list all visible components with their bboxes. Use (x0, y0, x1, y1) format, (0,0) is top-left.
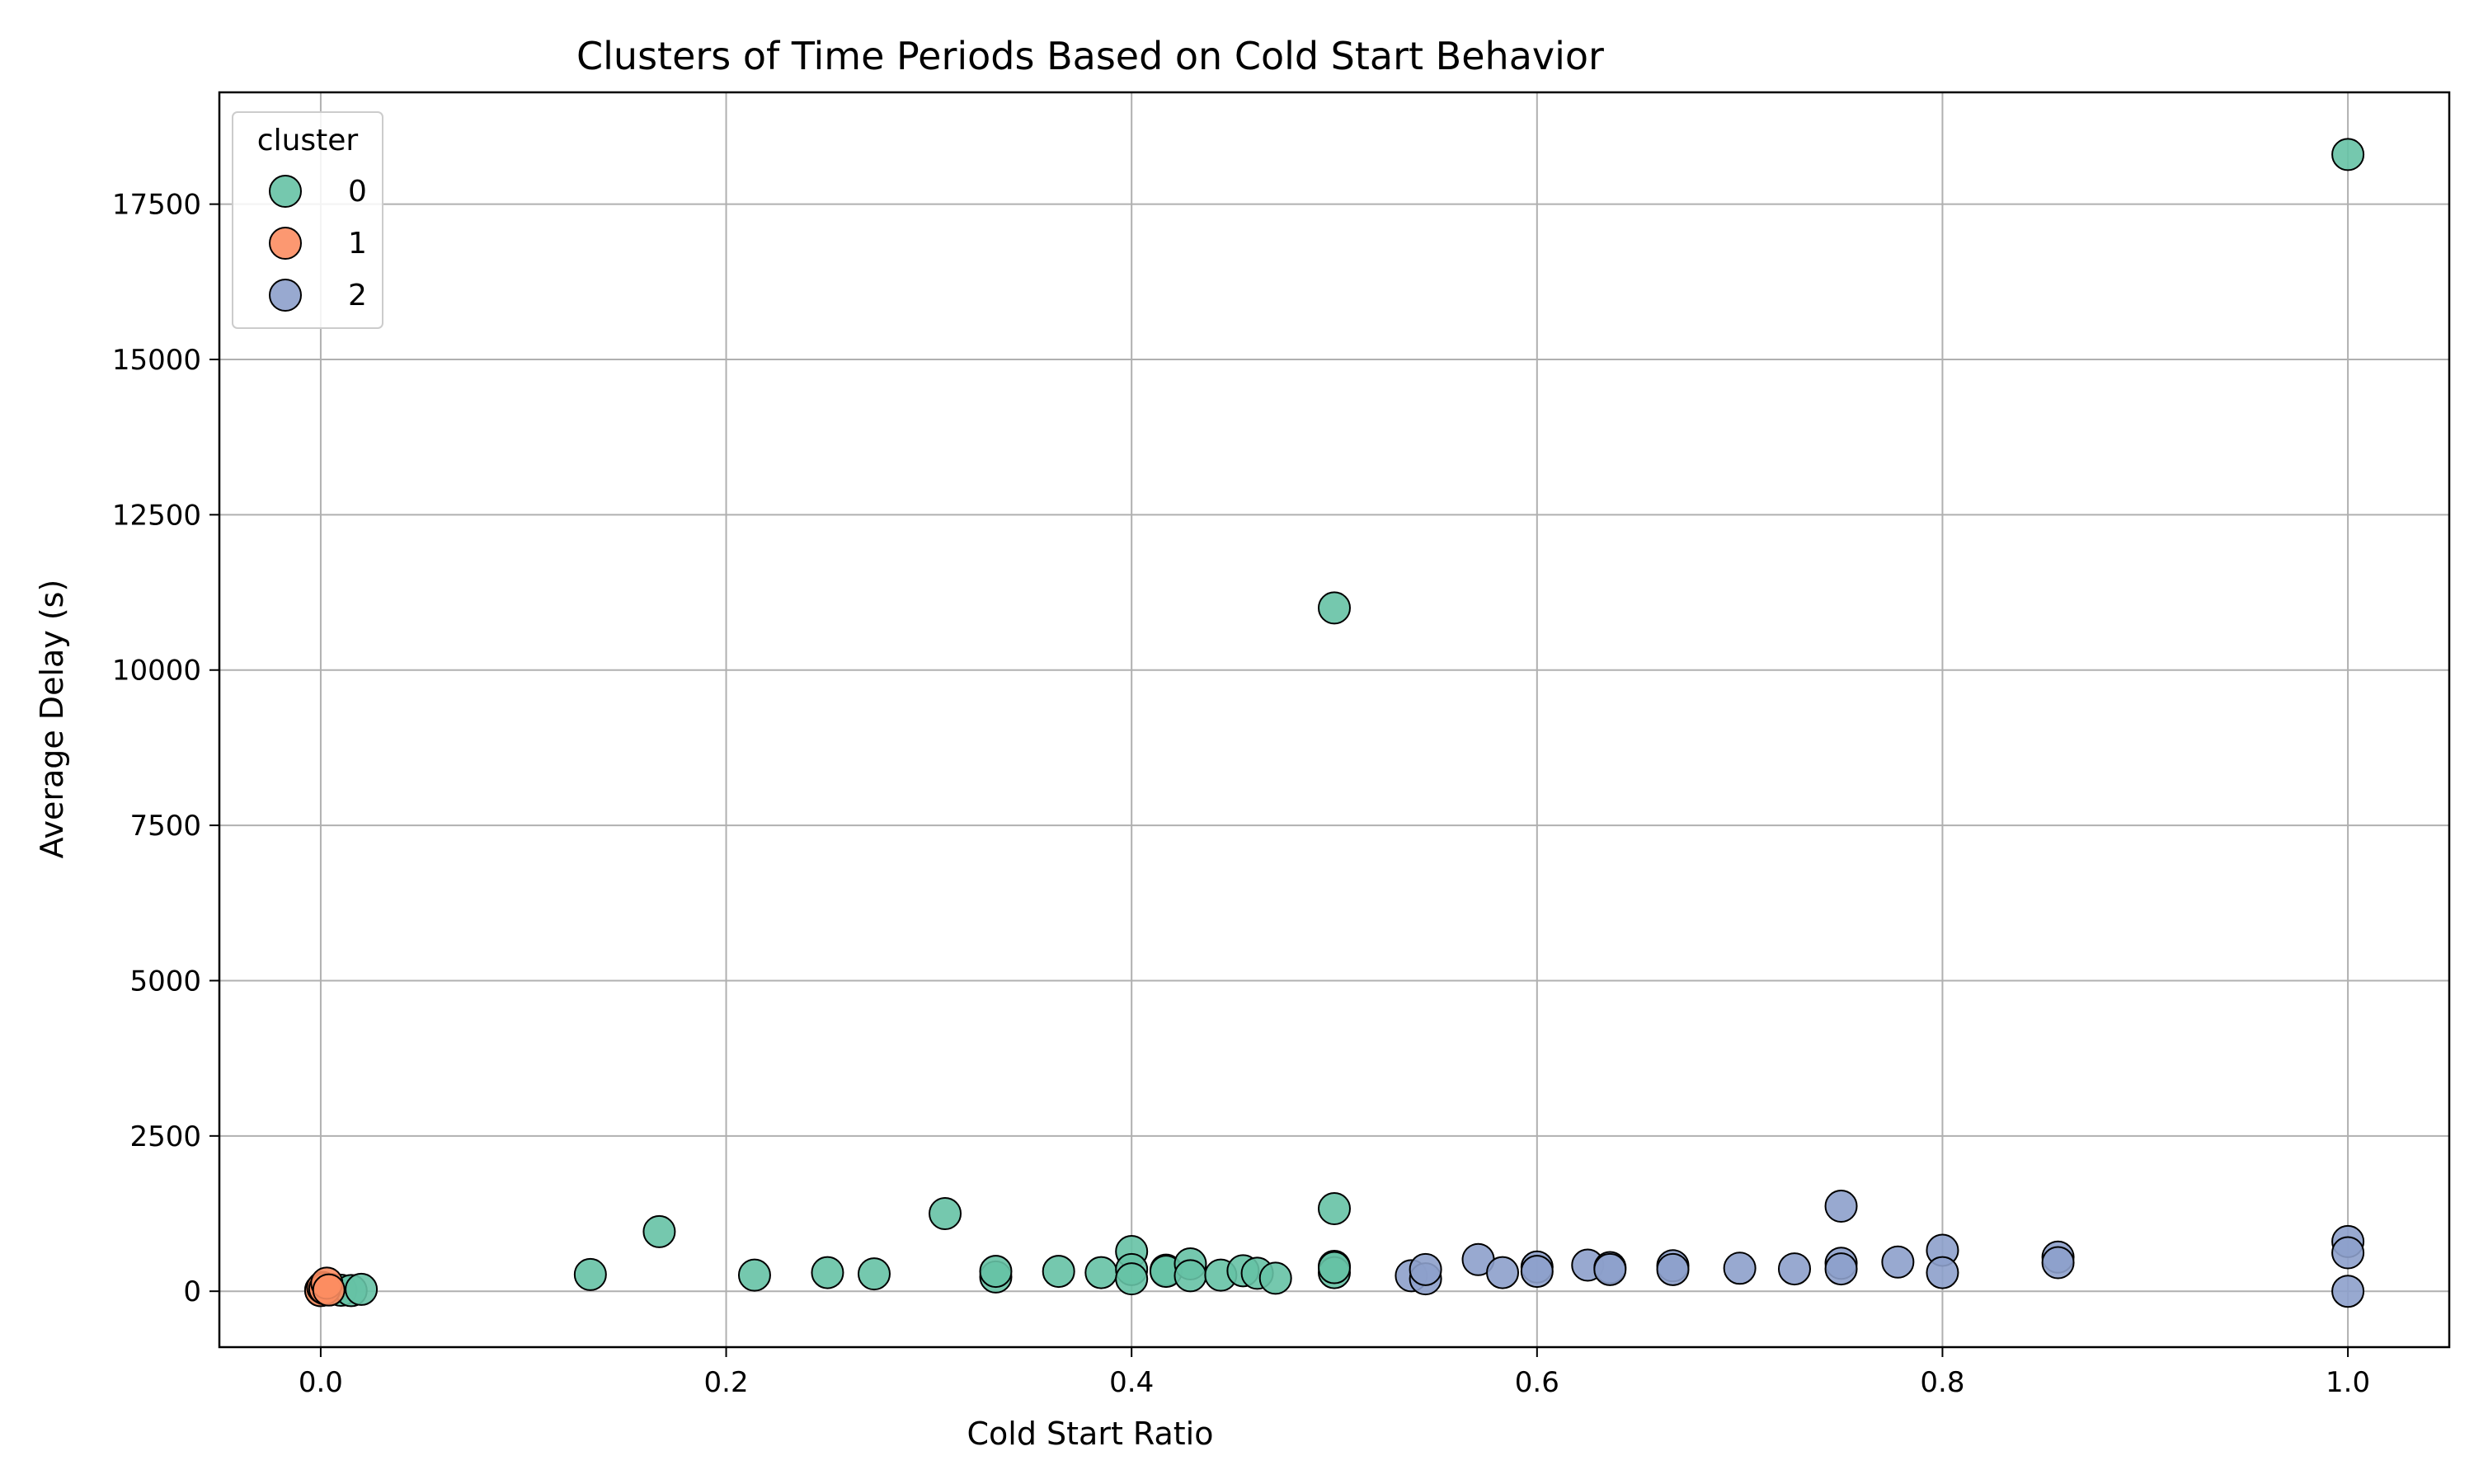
data-point-cluster-2 (2331, 1236, 2365, 1270)
data-points (303, 138, 2365, 1308)
data-point-cluster-2 (1778, 1252, 1812, 1286)
y-tick-label: 12500 (112, 499, 201, 532)
legend-entry-label: 1 (348, 227, 367, 261)
y-tick-label: 10000 (112, 655, 201, 688)
y-axis-ticks: 0 2500 5000 7500 10000 12500 15000 17500 (112, 189, 219, 1308)
data-point-cluster-2 (1520, 1255, 1554, 1289)
data-point-cluster-2 (2041, 1246, 2075, 1280)
legend-entry-label: 0 (348, 175, 367, 209)
legend-box (232, 111, 383, 329)
x-tick-label: 1.0 (2326, 1366, 2370, 1399)
data-point-cluster-0 (345, 1272, 379, 1306)
legend-title: cluster (257, 124, 359, 157)
y-tick-label: 17500 (112, 189, 201, 222)
x-tick-label: 0.4 (1109, 1366, 1154, 1399)
data-point-cluster-0 (857, 1257, 891, 1291)
data-point-cluster-2 (1881, 1245, 1915, 1279)
x-tick-label: 0.2 (704, 1366, 749, 1399)
data-point-cluster-2 (1824, 1189, 1858, 1223)
data-point-cluster-2 (2331, 1275, 2365, 1308)
y-tick-label: 0 (183, 1275, 201, 1308)
legend: cluster 0 1 2 (232, 111, 383, 329)
data-point-cluster-0 (979, 1255, 1013, 1289)
legend-marker (269, 227, 302, 260)
plot-frame (218, 91, 2451, 1349)
data-point-cluster-0 (1115, 1262, 1149, 1296)
data-point-cluster-0 (811, 1256, 844, 1289)
y-tick-label: 2500 (129, 1120, 201, 1153)
y-tick-label: 5000 (129, 965, 201, 998)
data-point-cluster-0 (1318, 591, 1351, 625)
data-point-cluster-2 (1656, 1252, 1690, 1286)
data-point-cluster-2 (1593, 1252, 1627, 1286)
data-point-cluster-2 (1409, 1252, 1442, 1286)
data-point-cluster-2 (1486, 1256, 1520, 1289)
data-point-cluster-0 (1084, 1256, 1118, 1289)
x-tick-label: 0.8 (1920, 1366, 1964, 1399)
data-point-cluster-0 (1318, 1191, 1351, 1225)
y-tick-label: 7500 (129, 810, 201, 843)
y-axis-label: Average Delay (s) (34, 580, 70, 859)
data-point-cluster-0 (2331, 138, 2365, 171)
chart-title: Clusters of Time Periods Based on Cold S… (576, 34, 1604, 78)
data-point-cluster-0 (1318, 1251, 1351, 1284)
data-point-cluster-0 (1258, 1261, 1292, 1295)
data-point-cluster-2 (1824, 1252, 1858, 1286)
legend-marker (269, 279, 302, 312)
x-tick-label: 0.0 (299, 1366, 343, 1399)
data-point-cluster-0 (929, 1197, 962, 1231)
y-tick-label: 15000 (112, 344, 201, 377)
x-axis-label: Cold Start Ratio (967, 1416, 1213, 1452)
data-point-cluster-2 (1926, 1256, 1959, 1289)
data-point-cluster-1 (312, 1273, 346, 1307)
data-point-cluster-0 (1042, 1255, 1075, 1289)
data-point-cluster-0 (642, 1214, 676, 1248)
data-point-cluster-0 (573, 1257, 607, 1291)
x-tick-label: 0.6 (1515, 1366, 1559, 1399)
grid-lines (219, 92, 2449, 1347)
legend-marker (269, 175, 302, 208)
data-point-cluster-2 (1723, 1252, 1757, 1285)
data-point-cluster-0 (737, 1258, 771, 1292)
x-axis-ticks: 0.0 0.2 0.4 0.6 0.8 1.0 (299, 1347, 2370, 1399)
legend-entry-label: 2 (348, 279, 367, 312)
data-point-cluster-0 (1174, 1259, 1207, 1293)
